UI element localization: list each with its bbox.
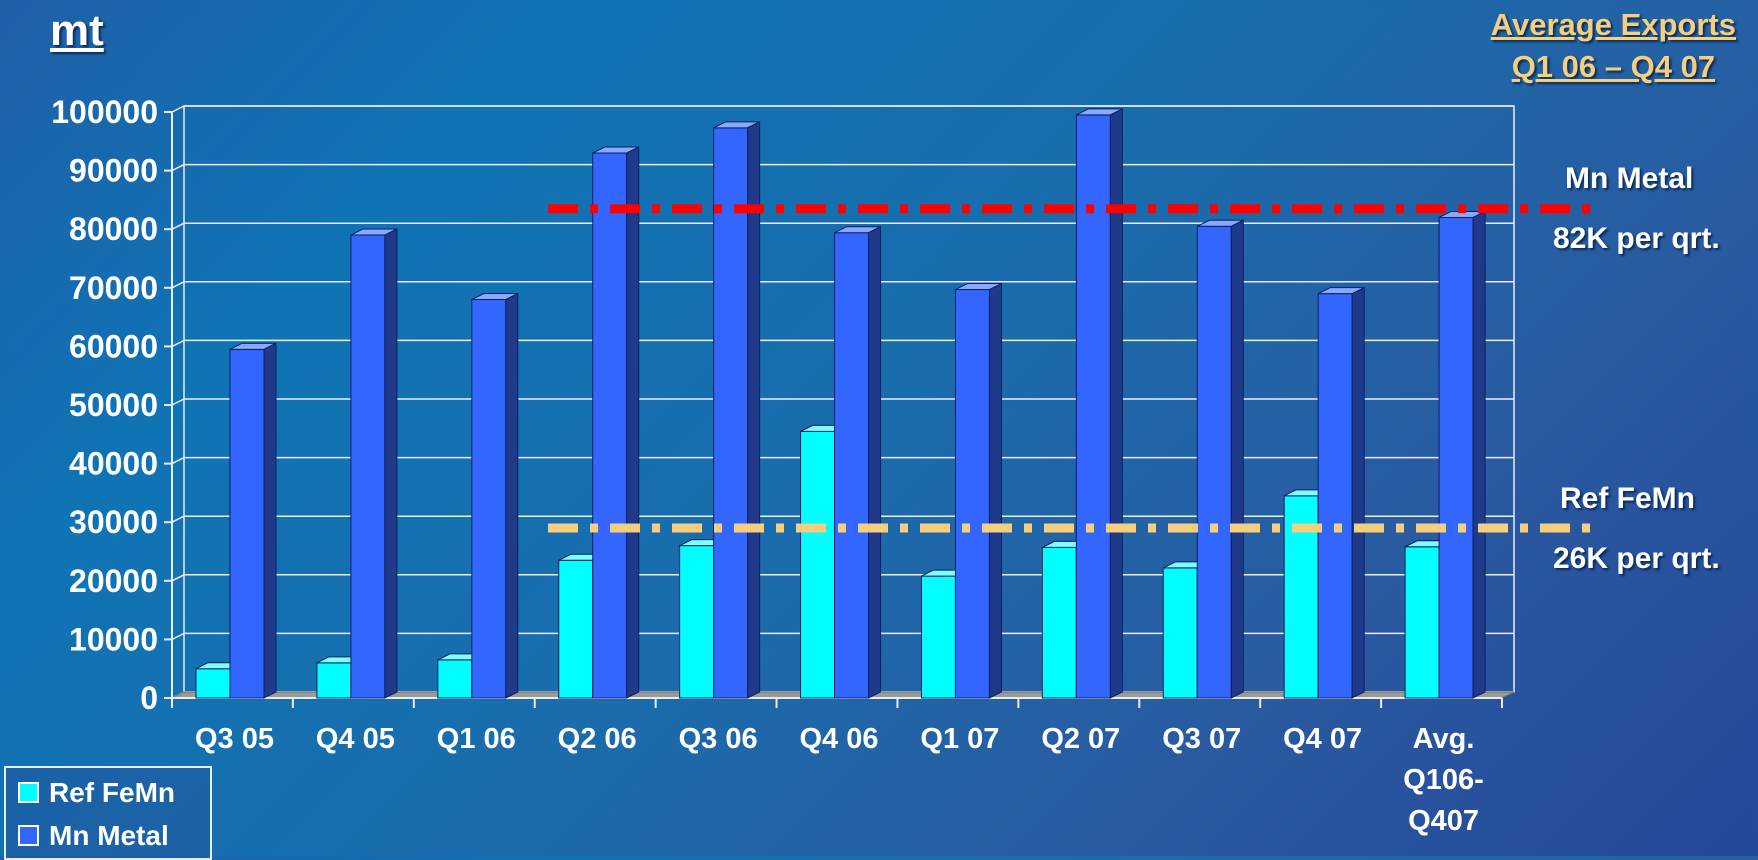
bar-ref-femn [1041, 546, 1077, 699]
bar-ref-femn [195, 668, 231, 699]
average-exports-title-line1: Average Exports [1490, 7, 1736, 42]
bar-mn-metal [1196, 225, 1232, 699]
legend-item-ref-femn: Ref FeMn [18, 773, 175, 813]
y-tick-label: 0 [140, 680, 158, 716]
bar-side-mn-metal [868, 225, 882, 699]
y-tick-label: 10000 [69, 621, 158, 657]
bar-mn-metal [834, 232, 870, 699]
x-tick-label: Q2 06 [558, 723, 637, 755]
x-tick-label: Q3 05 [195, 723, 274, 755]
gridline-depth [171, 632, 185, 641]
bar-mn-metal [1317, 293, 1353, 699]
gridline-depth [171, 281, 185, 289]
bar-ref-femn [1162, 567, 1198, 699]
bar-mn-metal [1075, 114, 1111, 699]
bar-mn-metal [713, 127, 749, 699]
legend-swatch-ref-femn [18, 782, 39, 804]
x-tick-label: Q3 07 [1162, 723, 1241, 755]
bar-mn-metal [592, 152, 628, 699]
average-exports-title-line2: Q1 06 – Q4 07 [1511, 49, 1716, 84]
x-tick-label: Q2 07 [1041, 723, 1120, 755]
x-tick-label: Q106- [1403, 764, 1484, 796]
gridline-depth [171, 456, 185, 465]
bar-side-mn-metal [988, 282, 1002, 699]
legend-label-mn-metal: Mn Metal [49, 820, 169, 851]
x-tick-label: Q1 07 [920, 723, 999, 755]
bar-ref-femn [1404, 546, 1440, 699]
bar-side-mn-metal [747, 121, 761, 699]
bar-side-mn-metal [384, 228, 398, 699]
y-tick-label: 20000 [69, 563, 158, 599]
bar-mn-metal [954, 289, 990, 699]
average-exports-title: Average Exports Q1 06 – Q4 07 [1491, 4, 1736, 88]
bar-ref-femn [800, 430, 836, 699]
bar-ref-femn [920, 575, 956, 699]
ref-femn-annotation-label: Ref FeMn [1560, 482, 1695, 515]
x-tick-label: Q4 07 [1283, 723, 1362, 755]
legend-swatch-mn-metal [18, 825, 39, 847]
bar-ref-femn [316, 662, 352, 699]
y-tick-label: 30000 [69, 504, 158, 540]
mn-metal-annotation-label: Mn Metal [1565, 162, 1694, 195]
x-tick-label: Avg. [1413, 723, 1475, 755]
x-tick-label: Q1 06 [437, 723, 516, 755]
ref-femn-annotation-value: 26K per qrt. [1553, 542, 1720, 575]
gridline-depth [171, 222, 185, 230]
bar-side-mn-metal [505, 292, 519, 699]
x-tick-label: Q3 06 [679, 723, 758, 755]
bar-mn-metal [229, 348, 265, 699]
y-tick-label: 80000 [69, 211, 158, 247]
bar-mn-metal [471, 299, 507, 699]
bar-side-mn-metal [1351, 286, 1365, 699]
y-tick-label: 60000 [69, 328, 158, 364]
gridline-depth [171, 398, 185, 406]
y-tick-label: 50000 [69, 387, 158, 423]
bar-side-mn-metal [626, 146, 640, 699]
chart-legend: Ref FeMn Mn Metal [4, 766, 212, 860]
gridline-depth [171, 515, 185, 523]
y-unit-title: mt [50, 6, 104, 55]
x-tick-label: Q4 05 [316, 723, 395, 755]
mn-metal-annotation-value: 82K per qrt. [1553, 222, 1720, 255]
gridline-depth [171, 339, 185, 348]
bar-side-mn-metal [1109, 108, 1123, 699]
legend-label-ref-femn: Ref FeMn [49, 777, 175, 808]
bar-mn-metal [350, 234, 386, 699]
y-tick-label: 70000 [69, 270, 158, 306]
gridline-depth [171, 105, 185, 113]
x-tick-label: Q407 [1408, 805, 1479, 837]
y-tick-label: 40000 [69, 446, 158, 482]
bar-ref-femn [437, 659, 473, 699]
bar-side-mn-metal [1472, 210, 1486, 699]
gridline-depth [171, 163, 185, 172]
bar-ref-femn [679, 545, 715, 699]
y-tick-label: 100000 [51, 94, 158, 130]
gridline-depth [171, 574, 185, 582]
bar-mn-metal [1438, 216, 1474, 699]
legend-item-mn-metal: Mn Metal [18, 816, 169, 856]
bar-side-mn-metal [1230, 219, 1244, 699]
x-tick-label: Q4 06 [800, 723, 879, 755]
bar-side-mn-metal [263, 342, 277, 699]
y-tick-label: 90000 [69, 153, 158, 189]
bar-ref-femn [558, 559, 594, 699]
